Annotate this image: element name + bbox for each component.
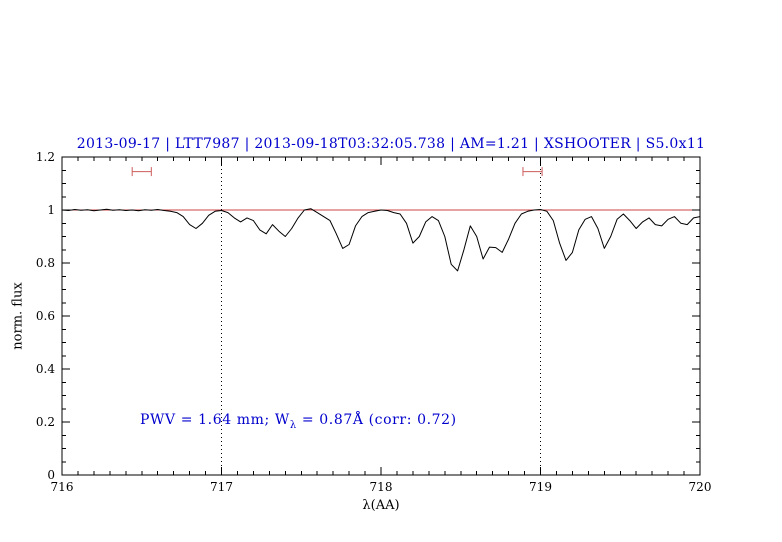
pwv-annotation-pre: PWV = 1.64 mm; W	[140, 412, 290, 428]
x-tick-label: 720	[689, 480, 712, 494]
y-tick-label: 0.4	[36, 362, 55, 376]
x-tick-label: 719	[529, 480, 552, 494]
x-tick-label: 716	[51, 480, 74, 494]
plot-title: 2013-09-17 | LTT7987 | 2013-09-18T03:32:…	[76, 136, 706, 152]
spectrum-line	[61, 208, 701, 272]
y-tick-label: 0.6	[36, 309, 55, 323]
y-tick-label: 1	[47, 203, 55, 217]
x-axis-label: λ(AA)	[362, 498, 400, 513]
pwv-annotation-sub: λ	[289, 419, 297, 431]
pwv-annotation-post: = 0.87Å (corr: 0.72)	[296, 412, 457, 428]
y-tick-label: 0.2	[36, 415, 55, 429]
y-tick-label: 0	[47, 468, 55, 482]
x-tick-label: 717	[210, 480, 233, 494]
y-tick-label: 0.8	[36, 256, 55, 270]
y-tick-label: 1.2	[36, 150, 55, 164]
pwv-annotation: PWV = 1.64 mm; Wλ = 0.87Å (corr: 0.72)	[140, 412, 457, 431]
x-tick-label: 718	[370, 480, 393, 494]
